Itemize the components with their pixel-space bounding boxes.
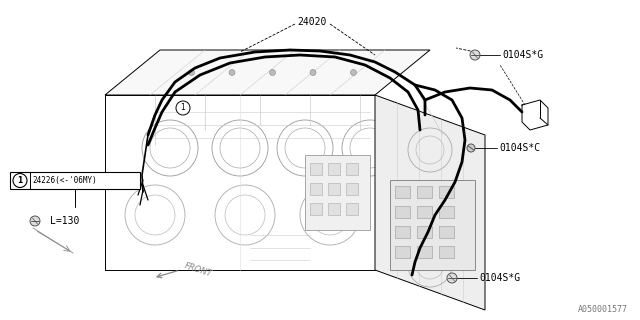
Text: 0104S*C: 0104S*C xyxy=(499,143,540,153)
Text: 24020: 24020 xyxy=(298,17,326,27)
Bar xyxy=(10,172,140,189)
Bar xyxy=(390,180,475,270)
Bar xyxy=(328,203,340,215)
Text: A050001577: A050001577 xyxy=(578,305,628,314)
Circle shape xyxy=(310,69,316,76)
Bar xyxy=(417,246,432,258)
Circle shape xyxy=(351,69,356,76)
Text: 1: 1 xyxy=(180,103,186,113)
Bar xyxy=(310,183,322,195)
Bar xyxy=(417,186,432,198)
Text: 1: 1 xyxy=(17,176,22,185)
Circle shape xyxy=(30,216,40,226)
Circle shape xyxy=(13,173,27,188)
Circle shape xyxy=(176,101,190,115)
Polygon shape xyxy=(105,50,430,95)
Text: 0104S*G: 0104S*G xyxy=(502,50,543,60)
Bar xyxy=(310,203,322,215)
Bar xyxy=(395,186,410,198)
Bar xyxy=(305,155,370,230)
Bar xyxy=(417,226,432,238)
Bar xyxy=(328,163,340,175)
Text: L=130: L=130 xyxy=(50,216,79,226)
Bar xyxy=(439,246,454,258)
Bar xyxy=(395,246,410,258)
Bar xyxy=(346,163,358,175)
Bar xyxy=(439,206,454,218)
Circle shape xyxy=(229,69,235,76)
Circle shape xyxy=(467,144,475,152)
Bar xyxy=(417,206,432,218)
Bar xyxy=(328,183,340,195)
Bar xyxy=(346,183,358,195)
Circle shape xyxy=(269,69,275,76)
Text: 24226(<-'06MY): 24226(<-'06MY) xyxy=(32,176,97,185)
Text: 0104S*G: 0104S*G xyxy=(479,273,520,283)
Bar xyxy=(439,186,454,198)
Bar xyxy=(310,163,322,175)
Bar xyxy=(395,206,410,218)
Bar xyxy=(395,226,410,238)
Polygon shape xyxy=(375,95,485,310)
Circle shape xyxy=(447,273,457,283)
Bar xyxy=(439,226,454,238)
Circle shape xyxy=(470,50,480,60)
Text: FRONT: FRONT xyxy=(183,261,213,279)
Circle shape xyxy=(189,69,195,76)
Bar xyxy=(346,203,358,215)
